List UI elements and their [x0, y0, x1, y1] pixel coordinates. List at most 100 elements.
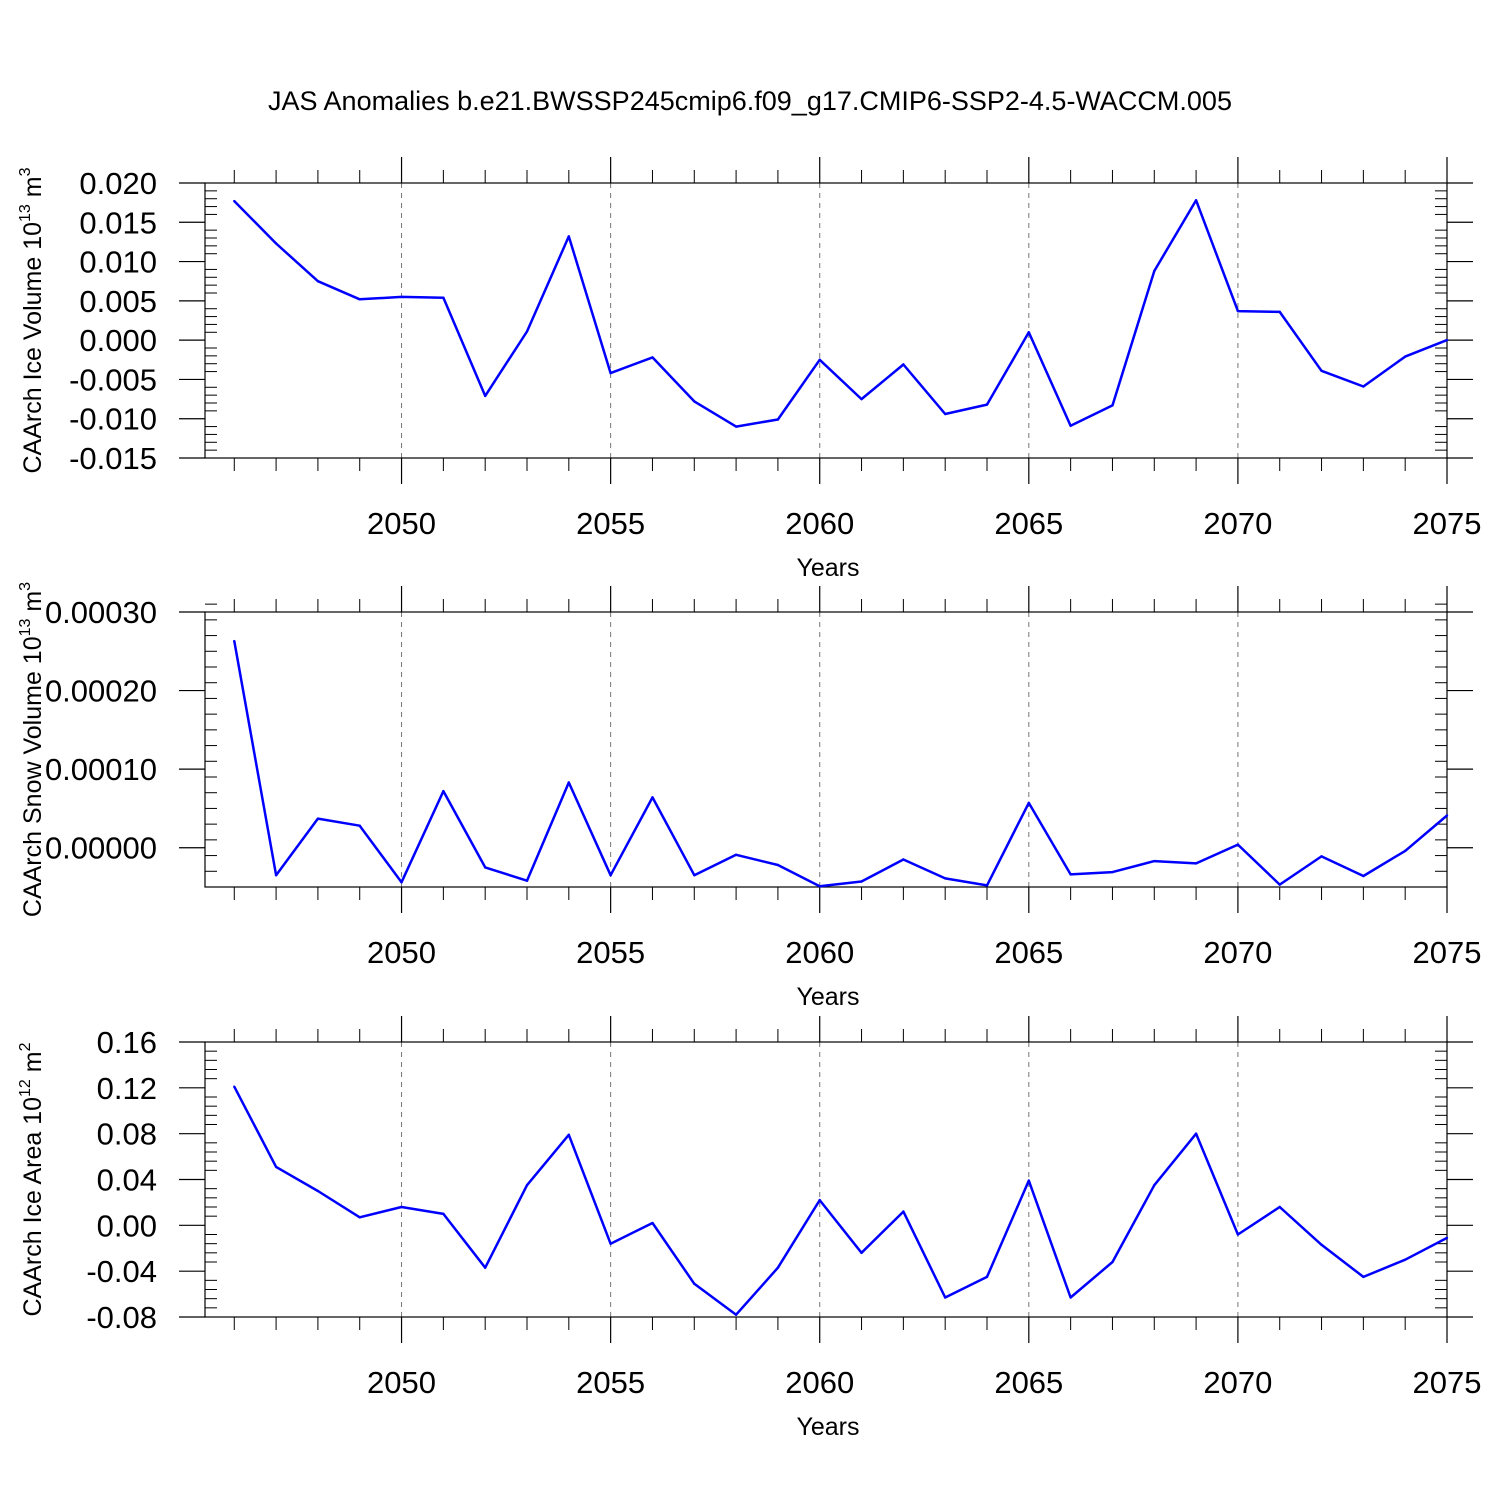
data-point [233, 639, 236, 643]
data-point [1320, 369, 1323, 372]
data-point [1027, 1179, 1031, 1182]
data-point [358, 1216, 361, 1219]
data-point [483, 1266, 487, 1269]
x-tick-label: 2070 [1203, 935, 1272, 970]
series-line [233, 640, 1448, 888]
data-point [483, 394, 487, 398]
data-point [525, 1184, 529, 1187]
data-point [985, 403, 989, 406]
y-tick-label: 0.000 [79, 323, 157, 358]
data-point [776, 418, 780, 421]
data-point [1236, 1233, 1240, 1236]
y-tick-label: 0.010 [79, 245, 157, 280]
data-point [233, 1085, 236, 1088]
data-point [651, 796, 654, 799]
data-point [860, 880, 863, 883]
y-tick-label: -0.015 [69, 441, 157, 476]
data-point [818, 1198, 821, 1202]
data-point [776, 1266, 780, 1269]
x-tick-label: 2070 [1203, 506, 1272, 541]
data-point [818, 358, 821, 361]
y-tick-label: 0.12 [97, 1071, 157, 1106]
x-axis-label: Years [796, 983, 859, 1011]
data-point [316, 280, 320, 283]
x-tick-label: 2060 [785, 935, 854, 970]
y-tick-label: 0.020 [79, 166, 157, 201]
data-point [1194, 862, 1198, 865]
y-axis-label: CAArch Ice Volume 1013 m3 [17, 167, 47, 473]
data-point [316, 1189, 320, 1193]
x-tick-label: 2050 [367, 506, 436, 541]
data-point [1278, 310, 1281, 314]
data-point [860, 397, 863, 401]
data-point [1069, 1296, 1072, 1299]
y-tick-label: 0.00000 [45, 831, 157, 866]
data-point [1111, 870, 1114, 874]
data-point [1194, 199, 1198, 202]
data-point [1027, 801, 1031, 805]
data-point [1236, 309, 1240, 313]
data-point [1362, 874, 1365, 878]
data-point [525, 879, 529, 882]
x-tick-label: 2060 [785, 1365, 854, 1400]
data-point [567, 1133, 571, 1137]
x-tick-label: 2055 [576, 506, 645, 541]
data-point [609, 1242, 612, 1245]
data-point [902, 363, 905, 366]
data-point [1403, 849, 1407, 853]
x-tick-label: 2055 [576, 1365, 645, 1400]
data-point [693, 874, 696, 877]
data-point [860, 1251, 863, 1255]
y-axis-label: CAArch Snow Volume 1013 m3 [17, 582, 47, 917]
chart-title: JAS Anomalies b.e21.BWSSP245cmip6.f09_g1… [268, 86, 1232, 116]
data-point [985, 884, 989, 887]
data-point [943, 412, 947, 416]
data-point [1445, 1236, 1449, 1240]
data-point [1153, 269, 1156, 273]
x-tick-label: 2050 [367, 935, 436, 970]
data-point [1027, 331, 1031, 334]
data-point [1445, 814, 1449, 817]
data-point [1111, 1260, 1114, 1264]
chart-panel-2: 2050 2055 2060 2065 2070 2075 Years 0.00000 0.00… [17, 582, 1481, 1011]
data-point [525, 330, 529, 333]
data-point [734, 425, 738, 428]
chart-panel-3: 2050 2055 2060 2065 2070 2075 Years -0.08 -0.04 0… [17, 1016, 1481, 1441]
y-tick-label: 0.00020 [45, 674, 157, 709]
y-axis-label: CAArch Ice Area 1012 m2 [17, 1042, 47, 1316]
y-tick-label: 0.08 [97, 1117, 157, 1152]
data-point [651, 1221, 654, 1225]
chart-panel-1: 2050 2055 2060 2065 2070 2075 Years -0.015 -0.01… [17, 157, 1481, 582]
data-point [1236, 843, 1240, 846]
data-point [1153, 1184, 1156, 1187]
data-point [734, 853, 738, 856]
x-tick-label: 2065 [994, 506, 1063, 541]
y-tick-label: 0.04 [97, 1163, 157, 1198]
data-point [442, 789, 445, 793]
series-line [233, 1086, 1448, 1316]
x-tick-label: 2075 [1413, 935, 1482, 970]
data-point [1069, 424, 1072, 427]
x-tick-label: 2055 [576, 935, 645, 970]
data-point [1278, 883, 1281, 886]
data-point [1445, 338, 1449, 342]
data-point [274, 242, 278, 245]
data-point [400, 295, 403, 299]
data-point [1403, 1258, 1407, 1261]
y-tick-label: 0.005 [79, 284, 157, 319]
y-tick-label: 0.015 [79, 205, 157, 240]
data-point [734, 1313, 738, 1316]
y-tick-label: -0.005 [69, 362, 157, 397]
x-tick-label: 2075 [1413, 506, 1482, 541]
plot-frame [204, 182, 1448, 459]
data-point [1320, 1243, 1323, 1247]
data-point [693, 1282, 696, 1285]
data-point [274, 1165, 278, 1169]
x-tick-label: 2065 [994, 935, 1063, 970]
data-point [902, 1210, 905, 1213]
data-point [818, 885, 821, 888]
data-point [316, 817, 320, 820]
data-point [1403, 355, 1407, 358]
data-point [1153, 859, 1156, 863]
